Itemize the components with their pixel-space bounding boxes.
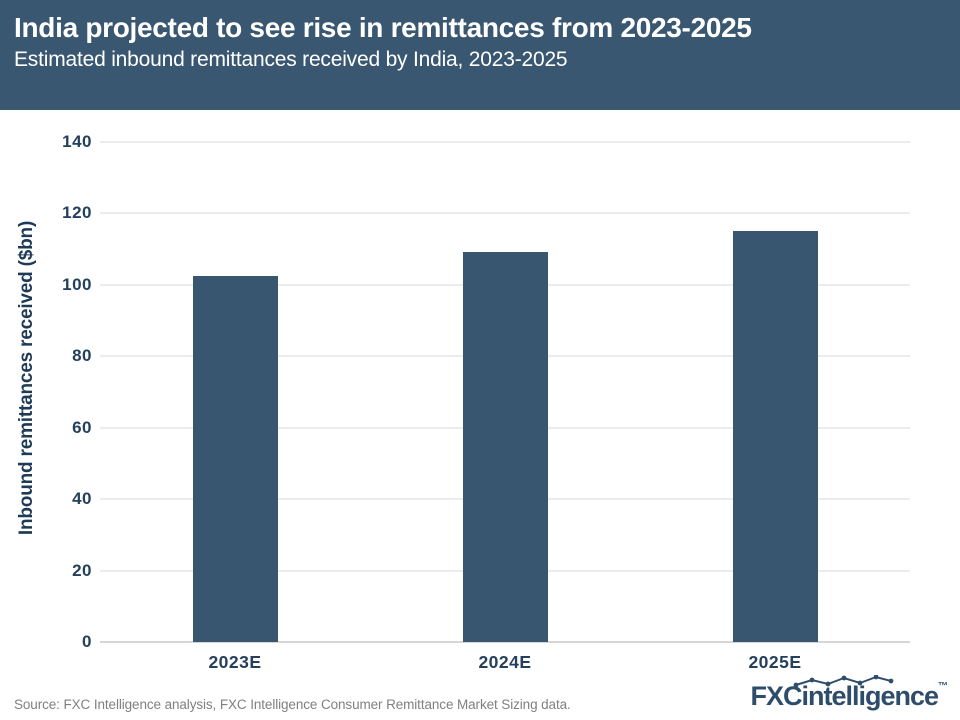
- y-tick-label-80: 80: [72, 346, 92, 365]
- bar-2025E: [732, 230, 818, 642]
- x-tick-label-2023E: 2023E: [208, 652, 262, 672]
- logo-text: FXCintelligence: [750, 681, 939, 711]
- y-tick-label-40: 40: [72, 489, 92, 508]
- x-tick-label-2025E: 2025E: [748, 652, 802, 672]
- y-tick-label-140: 140: [62, 131, 92, 151]
- chart-title: India projected to see rise in remittanc…: [14, 12, 752, 43]
- y-tick-label-60: 60: [72, 417, 92, 437]
- chart-subtitle: Estimated inbound remittances received b…: [14, 48, 568, 71]
- gridline-0: [100, 641, 910, 643]
- bar-2023E: [192, 275, 278, 642]
- y-tick-label-20: 20: [72, 560, 92, 580]
- chart-header: India projected to see rise in remittanc…: [0, 0, 960, 110]
- gridline-140: [100, 140, 910, 143]
- x-tick-label-2024E: 2024E: [478, 652, 532, 672]
- fxc-intelligence-logo: FXCintelligence™: [750, 675, 948, 714]
- bar-2024E: [462, 252, 548, 642]
- logo-trademark: ™: [938, 681, 948, 692]
- y-tick-label-100: 100: [62, 274, 92, 294]
- y-tick-label-120: 120: [62, 203, 92, 222]
- y-tick-label-0: 0: [82, 632, 92, 651]
- source-note: Source: FXC Intelligence analysis, FXC I…: [14, 697, 571, 712]
- gridline-120: [100, 212, 910, 214]
